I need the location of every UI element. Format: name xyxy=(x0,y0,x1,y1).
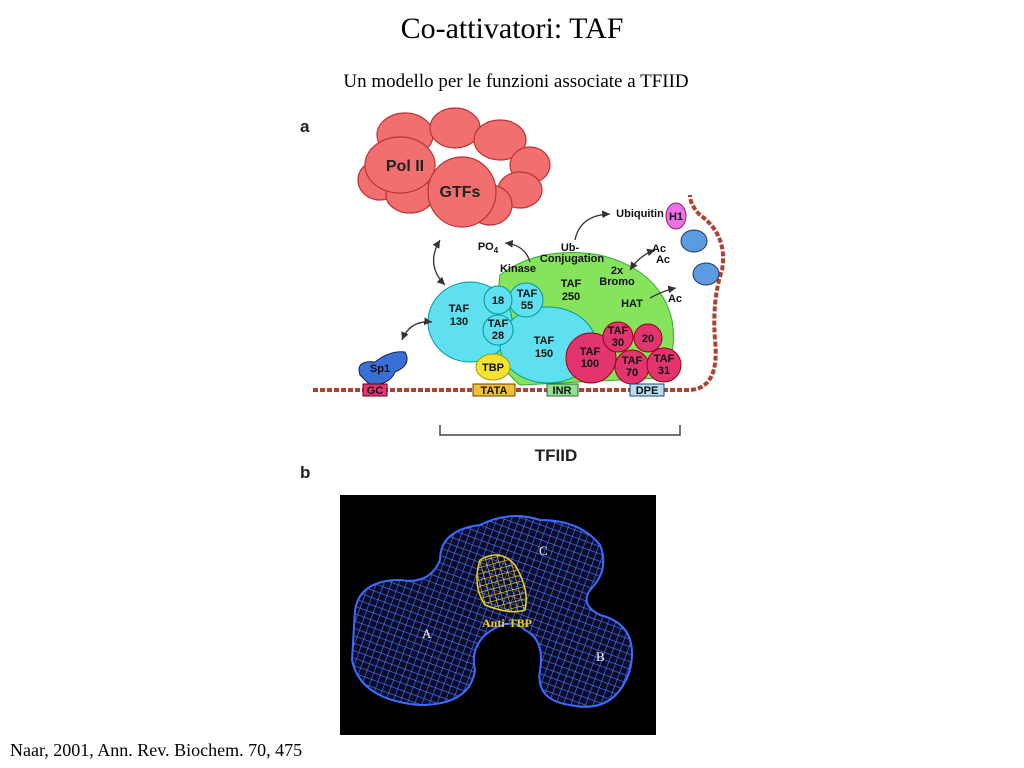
dna xyxy=(313,194,725,392)
label: Ac xyxy=(652,243,666,255)
label-part: PO xyxy=(478,241,494,253)
label-part: Conjugation xyxy=(540,253,604,265)
label-part: TAF xyxy=(608,325,629,337)
label: H1 xyxy=(669,211,683,223)
label: DPE xyxy=(636,385,659,397)
citation: Naar, 2001, Ann. Rev. Biochem. 70, 475 xyxy=(10,740,302,760)
bracket xyxy=(439,425,681,436)
label-part: TAF xyxy=(622,355,643,367)
pol2-cluster xyxy=(357,107,551,228)
label: Ub-Conjugation xyxy=(540,242,604,265)
label-part: TAF xyxy=(561,278,582,290)
label-part: 130 xyxy=(450,316,468,328)
label: TAF 70 xyxy=(622,355,643,379)
label: 20 xyxy=(642,333,654,345)
label: TAF 28 xyxy=(488,318,509,342)
label: Ac xyxy=(668,293,682,305)
label-part: Ub- xyxy=(561,242,580,254)
label: PO4 xyxy=(478,241,499,255)
label: Pol II xyxy=(386,158,424,175)
label: GTFs xyxy=(440,184,481,201)
label: Anti-TBP xyxy=(482,616,532,630)
arrow xyxy=(401,317,433,341)
panel-label: a xyxy=(300,117,310,136)
label-part: TAF xyxy=(580,346,601,358)
label: GC xyxy=(367,385,384,397)
box xyxy=(546,383,579,397)
anti-tbp-density xyxy=(476,554,527,613)
label: TAF 130 xyxy=(449,303,470,328)
box xyxy=(472,383,516,397)
label-part: 2x xyxy=(611,265,624,277)
label-part: TAF xyxy=(488,318,509,330)
label: TBP xyxy=(482,362,504,374)
box xyxy=(362,383,388,397)
sp1 xyxy=(358,351,408,386)
label: Ac xyxy=(656,254,670,266)
nucleosome xyxy=(692,262,720,286)
label-part: TAF xyxy=(449,303,470,315)
taf-magenta xyxy=(565,321,682,385)
taf28 xyxy=(482,314,514,346)
tbp xyxy=(475,353,511,381)
label: INR xyxy=(553,385,572,397)
arrow xyxy=(649,285,677,299)
nucleosome xyxy=(680,229,708,253)
label: 2x Bromo xyxy=(599,265,635,288)
label-part: 150 xyxy=(535,348,553,360)
label-part: 250 xyxy=(562,291,580,303)
label-part: 28 xyxy=(492,330,504,342)
title: Co-attivatori: TAF xyxy=(401,12,624,45)
label-part: TAF xyxy=(517,288,538,300)
label: HAT xyxy=(621,298,643,310)
label: TAF 30 xyxy=(608,325,629,349)
em-density xyxy=(350,515,633,708)
subtitle: Un modello per le funzioni associate a T… xyxy=(343,71,688,92)
arrow xyxy=(432,239,446,286)
label-part: TAF xyxy=(534,335,555,347)
label-part: 31 xyxy=(658,365,670,377)
label: TAF 31 xyxy=(654,353,675,377)
box xyxy=(629,383,665,397)
label-part: Bromo xyxy=(599,276,635,288)
label-part: 70 xyxy=(626,367,638,379)
label-part: 100 xyxy=(581,358,599,370)
label-part: 30 xyxy=(612,337,624,349)
panel-b: b Anti-TBP A B C xyxy=(300,463,656,735)
label: TAF 100 xyxy=(580,346,601,370)
label: TATA xyxy=(481,385,508,397)
label: Sp1 xyxy=(370,363,390,375)
label: TAF 150 xyxy=(534,335,555,360)
label: TAF 250 xyxy=(561,278,582,303)
arrow xyxy=(504,239,531,263)
label: TFIID xyxy=(535,446,578,465)
taf18 xyxy=(483,285,513,315)
panel-label: b xyxy=(300,463,310,482)
label: C xyxy=(539,543,548,558)
label-part: TAF xyxy=(654,353,675,365)
label: TAF 55 xyxy=(517,288,538,312)
label: 18 xyxy=(492,295,504,307)
arrow xyxy=(574,210,611,241)
panel-a: a Pol II GTFs H1 PO4 Kinase Ub-Conjugati… xyxy=(300,107,725,465)
h1 xyxy=(665,202,687,230)
label: Ubiquitin xyxy=(616,208,664,220)
label: Kinase xyxy=(500,263,536,275)
label: B xyxy=(596,649,605,664)
label-part: 55 xyxy=(521,300,533,312)
arrow xyxy=(629,248,656,271)
label: A xyxy=(422,626,432,641)
label-part: 4 xyxy=(494,246,499,255)
